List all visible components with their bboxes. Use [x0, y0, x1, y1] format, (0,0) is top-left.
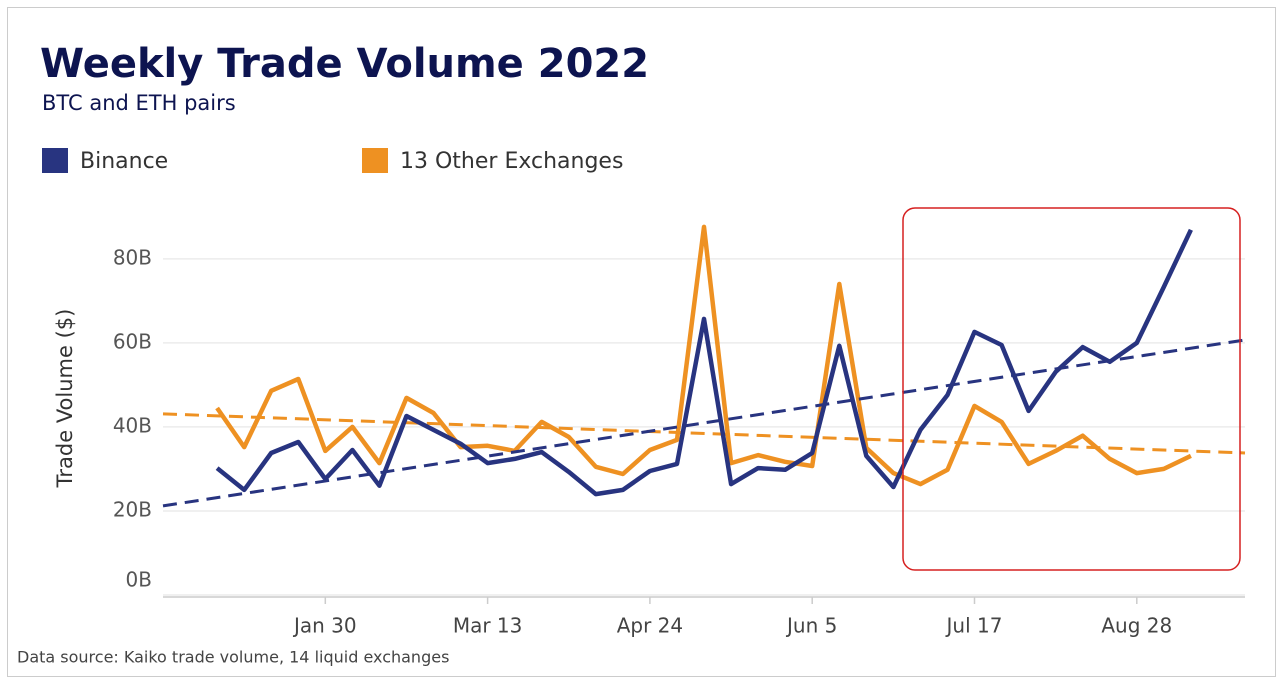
chart-subtitle: BTC and ETH pairs: [42, 91, 236, 115]
highlight-box: [902, 207, 1241, 571]
frame: [7, 7, 1276, 677]
legend-label: 13 Other Exchanges: [400, 149, 623, 174]
x-tick-label: Aug 28: [1101, 614, 1172, 638]
series-line: [215, 224, 1192, 487]
series-line: [215, 228, 1193, 497]
x-tick-label: Jul 17: [945, 614, 1003, 638]
trend-line: [162, 338, 1246, 508]
legend-label: Binance: [80, 149, 168, 174]
x-tick-label: Mar 13: [453, 614, 523, 638]
x-tick-label: Apr 24: [617, 614, 683, 638]
y-tick-label: 40B: [113, 413, 152, 437]
footnote: Data source: Kaiko trade volume, 14 liqu…: [17, 648, 449, 667]
y-tick-label: 0B: [126, 568, 152, 592]
y-tick-label: 80B: [113, 245, 152, 269]
legend-swatch: [42, 148, 68, 173]
x-tick-label: Jan 30: [292, 614, 357, 638]
chart-title: Weekly Trade Volume 2022: [40, 41, 649, 87]
legend-swatch: [362, 148, 388, 173]
x-tick-label: Jun 5: [785, 614, 837, 638]
y-tick-label: 20B: [113, 497, 152, 521]
y-axis-title: Trade Volume ($): [53, 309, 77, 489]
y-tick-label: 60B: [113, 329, 152, 353]
